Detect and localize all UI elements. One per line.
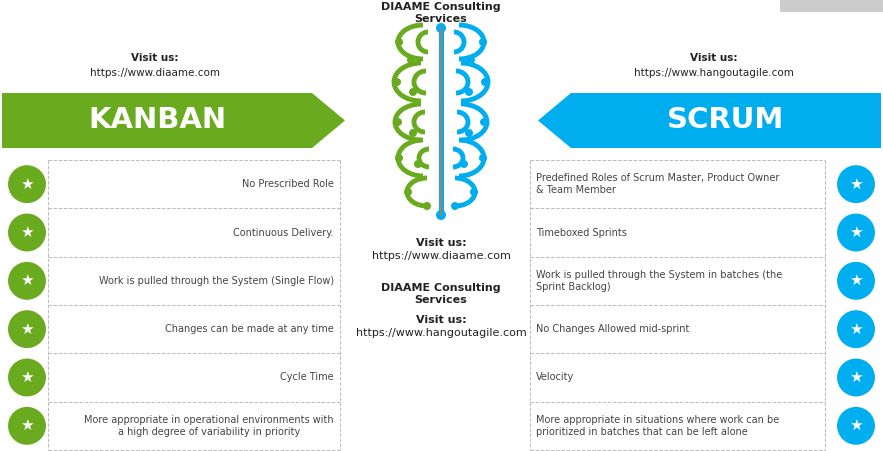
Text: ★: ★ xyxy=(849,370,863,385)
Circle shape xyxy=(436,210,446,220)
Circle shape xyxy=(395,38,403,46)
Text: Work is pulled through the System (Single Flow): Work is pulled through the System (Singl… xyxy=(99,276,334,286)
Circle shape xyxy=(409,88,417,96)
Text: https://www.hangoutagile.com: https://www.hangoutagile.com xyxy=(634,68,794,78)
Circle shape xyxy=(393,78,401,86)
Circle shape xyxy=(836,358,876,397)
Circle shape xyxy=(836,406,876,446)
Text: Timeboxed Sprints: Timeboxed Sprints xyxy=(536,227,627,238)
Text: DIAAME Consulting: DIAAME Consulting xyxy=(381,283,501,293)
Text: Visit us:: Visit us: xyxy=(691,53,738,63)
Text: ★: ★ xyxy=(20,273,34,288)
Text: Visit us:: Visit us: xyxy=(132,53,178,63)
Polygon shape xyxy=(538,93,881,148)
Circle shape xyxy=(7,212,47,253)
Circle shape xyxy=(836,164,876,204)
Text: ★: ★ xyxy=(20,370,34,385)
Circle shape xyxy=(467,56,475,64)
Text: Visit us:: Visit us: xyxy=(416,315,466,325)
Circle shape xyxy=(479,154,487,162)
Circle shape xyxy=(836,261,876,301)
Circle shape xyxy=(465,88,473,96)
Text: KANBAN: KANBAN xyxy=(88,106,226,134)
Circle shape xyxy=(836,309,876,349)
Text: Predefined Roles of Scrum Master, Product Owner
& Team Member: Predefined Roles of Scrum Master, Produc… xyxy=(536,173,780,195)
Text: Velocity: Velocity xyxy=(536,373,574,382)
Text: https://www.diaame.com: https://www.diaame.com xyxy=(372,251,510,261)
Text: More appropriate in operational environments with
a high degree of variability i: More appropriate in operational environm… xyxy=(85,414,334,437)
Text: https://www.diaame.com: https://www.diaame.com xyxy=(90,68,220,78)
Text: DIAAME Consulting: DIAAME Consulting xyxy=(381,2,501,12)
Text: More appropriate in situations where work can be
prioritized in batches that can: More appropriate in situations where wor… xyxy=(536,414,780,437)
Text: https://www.hangoutagile.com: https://www.hangoutagile.com xyxy=(356,328,526,338)
Text: ★: ★ xyxy=(849,273,863,288)
Text: ★: ★ xyxy=(849,177,863,192)
Circle shape xyxy=(481,78,489,86)
Text: Changes can be made at any time: Changes can be made at any time xyxy=(165,324,334,334)
Circle shape xyxy=(480,118,488,126)
Text: Services: Services xyxy=(415,14,467,24)
Circle shape xyxy=(7,309,47,349)
Circle shape xyxy=(395,154,403,162)
Circle shape xyxy=(7,406,47,446)
Circle shape xyxy=(436,23,446,33)
Circle shape xyxy=(7,164,47,204)
Text: Visit us:: Visit us: xyxy=(416,238,466,248)
Text: No Changes Allowed mid-sprint: No Changes Allowed mid-sprint xyxy=(536,324,690,334)
Circle shape xyxy=(407,56,415,64)
Text: No Prescribed Role: No Prescribed Role xyxy=(242,179,334,189)
Circle shape xyxy=(423,202,431,210)
Text: Continuous Delivery.: Continuous Delivery. xyxy=(233,227,334,238)
Circle shape xyxy=(394,118,402,126)
Circle shape xyxy=(7,358,47,397)
Circle shape xyxy=(479,38,487,46)
Text: ★: ★ xyxy=(849,225,863,240)
Circle shape xyxy=(7,261,47,301)
Circle shape xyxy=(404,188,412,196)
Text: ★: ★ xyxy=(20,322,34,336)
Polygon shape xyxy=(2,93,345,148)
Circle shape xyxy=(414,160,422,168)
Text: ★: ★ xyxy=(20,177,34,192)
Text: ★: ★ xyxy=(849,322,863,336)
Circle shape xyxy=(409,129,417,137)
Circle shape xyxy=(836,212,876,253)
Text: SCRUM: SCRUM xyxy=(668,106,785,134)
Text: ★: ★ xyxy=(20,419,34,433)
Circle shape xyxy=(470,188,478,196)
Bar xyxy=(780,0,883,12)
Circle shape xyxy=(451,202,459,210)
Circle shape xyxy=(465,129,473,137)
Circle shape xyxy=(460,160,468,168)
Text: ★: ★ xyxy=(20,225,34,240)
Text: Cycle Time: Cycle Time xyxy=(281,373,334,382)
Text: Work is pulled through the System in batches (the
Sprint Backlog): Work is pulled through the System in bat… xyxy=(536,270,782,292)
Text: Services: Services xyxy=(415,295,467,305)
Text: ★: ★ xyxy=(849,419,863,433)
